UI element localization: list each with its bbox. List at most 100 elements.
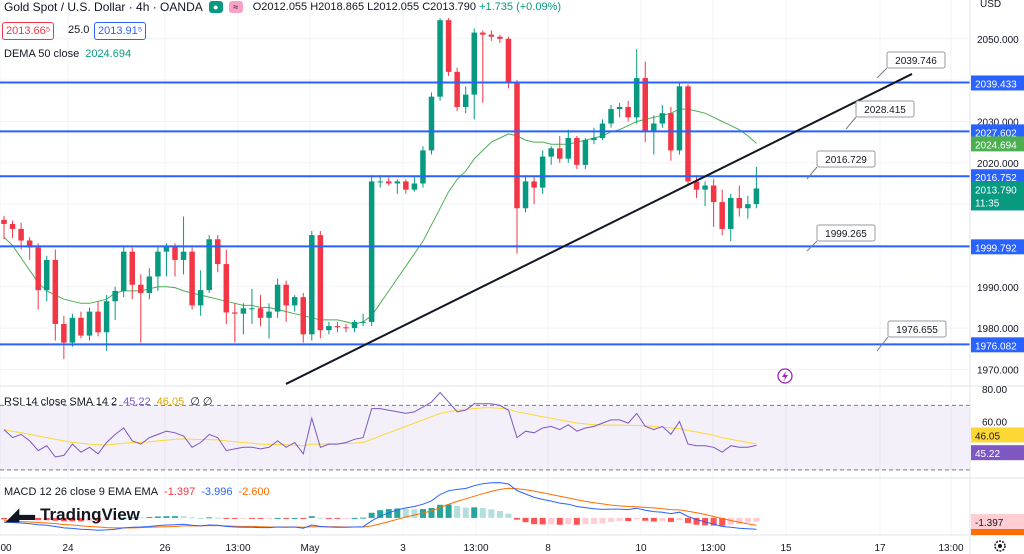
compare-icon[interactable]: ≈ xyxy=(228,1,243,13)
candle-0 xyxy=(1,215,7,240)
candle-body xyxy=(642,78,648,132)
rsi-extra: ∅ ∅ xyxy=(190,396,213,408)
candle-56 xyxy=(480,30,486,103)
macd-legend[interactable]: MACD 12 26 close 9 EMA EMA -1.397 -3.996 -2… xyxy=(4,486,270,498)
candle-body xyxy=(232,312,238,314)
price-tick-7: 1980.000 xyxy=(977,324,1019,335)
candle-body xyxy=(146,276,153,293)
macd-hist-bar-69 xyxy=(590,517,597,524)
macd-hist-bar-29 xyxy=(248,517,255,519)
candle-body xyxy=(334,326,341,328)
settings-gear-ring xyxy=(994,540,1006,552)
currency-label[interactable]: USD xyxy=(980,0,1002,10)
market-status-icon[interactable]: ● xyxy=(208,1,223,13)
candle-50 xyxy=(428,92,435,155)
macd-hist-bar-35 xyxy=(300,517,307,519)
time-tick-7: 8 xyxy=(545,543,551,554)
last-price-tag-text: 2013.790 xyxy=(975,185,1017,196)
change-value: +1.735 (+0.09%) xyxy=(479,1,562,13)
candle-51 xyxy=(437,18,443,101)
candle-body xyxy=(343,327,349,329)
candle-body xyxy=(428,96,435,151)
candle-body xyxy=(249,308,255,310)
callout-leader xyxy=(845,116,857,130)
candle-body xyxy=(52,259,59,324)
callout-box xyxy=(816,224,876,242)
dema-layer xyxy=(3,108,757,325)
time-tick-4: May xyxy=(301,543,320,554)
macd-hist-bar-7 xyxy=(60,517,67,522)
macd-hist-bar-28 xyxy=(240,517,247,519)
candle-11 xyxy=(95,301,101,337)
tradingview-logo[interactable]: ◢▬ TradingView xyxy=(6,505,140,525)
candle-body xyxy=(61,324,67,343)
macd-hist-bar-11 xyxy=(95,517,102,522)
macd-hist-bar-85 xyxy=(727,517,734,525)
tag-layer: 2039.433 2027.602 2016.752 1999.792 1976.082… xyxy=(971,75,1024,535)
macd-hist-bar-19 xyxy=(163,516,170,518)
buy-button[interactable]: 2013.91⁵ xyxy=(94,22,147,40)
callout-leader xyxy=(876,67,888,79)
macd-hist-bar-59 xyxy=(505,513,512,518)
candle-body xyxy=(274,284,281,312)
macd-hist-bar-88 xyxy=(753,517,760,522)
low-value: L2012.055 xyxy=(367,1,420,13)
macd-hist-bar-27 xyxy=(231,517,238,519)
rsi-sma-tag-bg xyxy=(971,427,1024,443)
macd-hist-bar-33 xyxy=(283,517,290,519)
level-tag-4-text: 1976.082 xyxy=(975,341,1017,352)
callout-label-1: 2028.415 xyxy=(845,100,915,130)
macd-hist-bar-86 xyxy=(736,517,743,524)
symbol-title[interactable]: Gold Spot / U.S. Dollar · 4h · OANDA xyxy=(4,0,203,14)
spread-value: 25.0 xyxy=(68,24,90,36)
candle-1 xyxy=(9,220,16,239)
candle-12 xyxy=(103,295,110,351)
candle-86 xyxy=(736,185,743,217)
candle-38 xyxy=(326,321,332,335)
macd-layer xyxy=(1,482,760,531)
candle-32 xyxy=(274,278,281,318)
candle-body xyxy=(557,148,563,159)
candle-52 xyxy=(445,18,452,76)
candle-body xyxy=(574,138,580,165)
rsi-legend[interactable]: RSI 14 close SMA 14 2 45.22 46.05 ∅ ∅ xyxy=(4,395,212,408)
candle-26 xyxy=(223,249,230,324)
candle-body xyxy=(377,181,383,183)
macd-hist-bar-70 xyxy=(599,517,606,524)
candle-80 xyxy=(685,84,691,186)
macd-hist-bar-25 xyxy=(214,517,221,519)
countdown-text: 11:35 xyxy=(975,198,1000,209)
candle-body xyxy=(710,185,717,203)
macd-hist-bar-71 xyxy=(608,517,615,522)
macd-hist-bar-26 xyxy=(223,517,230,519)
macd-hist-bar-34 xyxy=(291,517,298,519)
level-tag-3-text: 1999.792 xyxy=(975,243,1017,254)
candle-body xyxy=(497,36,503,39)
candle-83 xyxy=(710,179,717,227)
candle-body xyxy=(326,326,332,331)
macd-hist-bar-13 xyxy=(112,517,119,520)
macd-hist-bar-6 xyxy=(52,517,59,521)
macd-hist-bar-8 xyxy=(69,517,76,522)
candle-body xyxy=(582,140,589,165)
dema-legend[interactable]: DEMA 50 close 2024.694 xyxy=(4,48,131,60)
candle-body xyxy=(95,311,101,333)
macd-hist-bar-84 xyxy=(719,517,726,526)
candle-layer xyxy=(1,18,760,360)
candle-65 xyxy=(557,135,563,163)
candle-body xyxy=(420,150,426,184)
level-tag-0-bg xyxy=(971,75,1024,91)
macd-hist-bar-1 xyxy=(9,517,16,520)
callout-leader xyxy=(806,166,818,180)
macd-hist-bar-66 xyxy=(565,517,572,525)
macd-hist-bar-76 xyxy=(650,517,657,522)
sell-button[interactable]: 2013.66⁵ xyxy=(2,22,55,40)
candle-body xyxy=(514,82,520,209)
rsi-sma-value: 46.05 xyxy=(156,396,185,408)
candle-47 xyxy=(403,179,409,194)
candle-body xyxy=(138,284,144,293)
macd-hist-bar-63 xyxy=(539,517,546,525)
candle-body xyxy=(693,181,700,190)
